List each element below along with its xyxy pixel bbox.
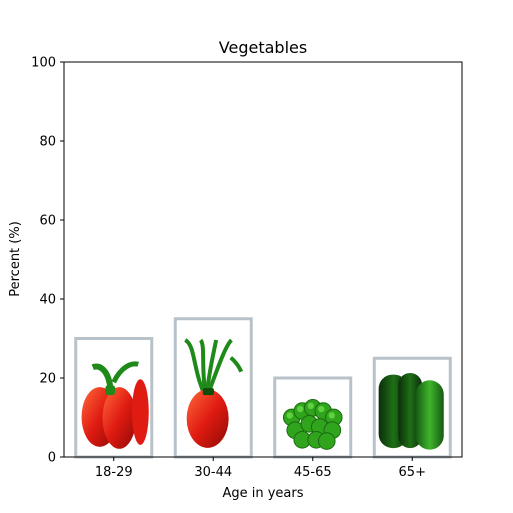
- red-bell-pepper-image: [81, 361, 149, 449]
- bar-45-65: [273, 376, 353, 459]
- x-tick-label: 18-29: [95, 465, 133, 480]
- y-tick-label: 100: [31, 56, 56, 71]
- y-tick-label: 0: [48, 451, 56, 466]
- y-tick-label: 60: [39, 214, 56, 229]
- x-tick-label: 45-65: [294, 465, 332, 480]
- x-tick-label: 30-44: [194, 465, 232, 480]
- x-axis: 18-29 30-44 45-65 65+: [95, 457, 426, 480]
- y-axis: 0 20 40 60 80 100: [31, 56, 64, 466]
- bar-65+: [372, 356, 452, 459]
- bar-30-44: [173, 317, 253, 459]
- broccoli-image: [282, 399, 343, 450]
- y-tick-label: 80: [39, 135, 56, 150]
- bars-group: [74, 317, 452, 459]
- bar-18-29: [74, 337, 154, 459]
- y-tick-label: 20: [39, 372, 56, 387]
- x-tick-label: 65+: [399, 465, 426, 480]
- plot-area-frame: [63, 61, 463, 458]
- y-tick-label: 40: [39, 293, 56, 308]
- red-pepper-image: [183, 338, 244, 448]
- x-axis-label: Age in years: [222, 486, 303, 501]
- chart-title: Vegetables: [219, 38, 307, 57]
- y-axis-label: Percent (%): [8, 221, 23, 297]
- cucumber-image: [378, 372, 444, 450]
